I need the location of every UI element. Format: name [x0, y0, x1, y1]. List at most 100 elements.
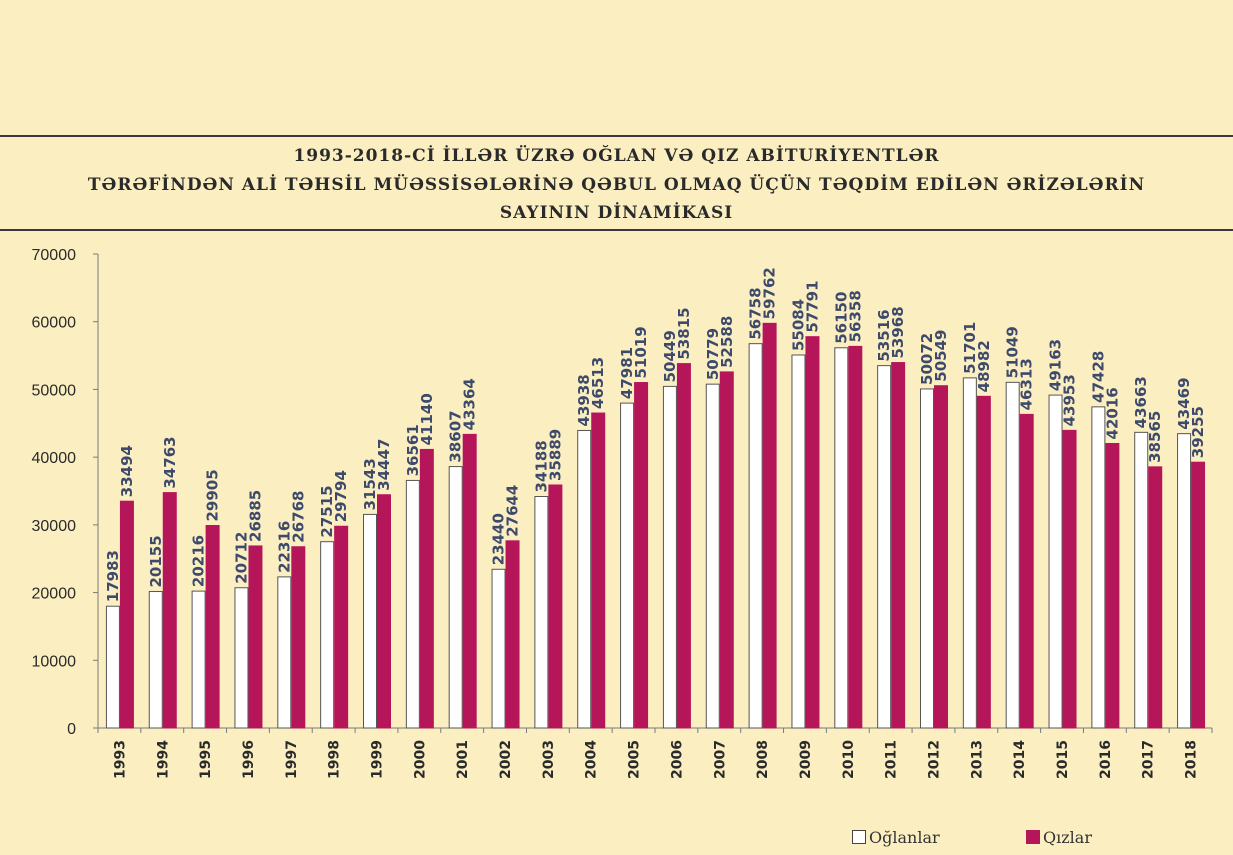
x-tick-label: 1995 [198, 740, 214, 779]
x-tick-label: 1998 [327, 740, 343, 779]
data-label-girls: 41140 [418, 393, 436, 445]
data-label-girls: 26768 [289, 491, 307, 543]
y-tick-label: 70000 [32, 247, 77, 264]
data-label-girls: 50549 [932, 330, 950, 382]
y-tick-label: 40000 [32, 450, 77, 467]
x-tick-label: 2008 [755, 740, 771, 779]
bar-girls [891, 362, 906, 729]
x-tick-label: 2014 [1012, 740, 1028, 779]
x-tick-label: 2004 [584, 740, 600, 779]
bar-boys [1177, 433, 1192, 729]
bar-girls [334, 525, 349, 729]
legend-boys-swatch [852, 830, 866, 844]
x-tick-label: 2002 [498, 740, 514, 779]
bar-boys [234, 587, 249, 729]
x-tick-label: 2010 [841, 740, 857, 779]
data-label-boys: 50072 [918, 333, 936, 385]
bar-girls [1105, 442, 1120, 729]
legend-girls-swatch [1026, 830, 1040, 844]
bar-girls [1191, 461, 1206, 729]
data-label-girls: 52588 [718, 316, 736, 368]
x-tick-label: 2013 [969, 740, 985, 779]
data-label-girls: 27644 [504, 485, 522, 537]
data-label-boys: 34188 [532, 440, 550, 492]
x-tick-label: 2009 [798, 740, 814, 779]
x-tick-label: 2001 [455, 740, 471, 779]
x-tick-label: 1999 [370, 740, 386, 779]
data-label-boys: 43469 [1175, 377, 1193, 429]
bar-boys [405, 479, 420, 729]
bar-girls [419, 448, 434, 729]
bar-boys [320, 541, 335, 729]
x-tick-label: 2016 [1098, 740, 1114, 779]
data-label-girls: 57791 [803, 280, 821, 332]
legend-boys: Oğlanlar [852, 826, 940, 848]
bar-boys [534, 495, 549, 729]
bar-boys [363, 513, 377, 729]
bar-boys [877, 365, 892, 729]
title-bottom-rule [0, 229, 1233, 231]
data-label-girls: 46513 [589, 357, 607, 409]
data-label-girls: 34763 [161, 436, 179, 488]
bar-boys [1134, 431, 1149, 729]
data-label-boys: 51049 [1004, 326, 1022, 378]
bar-girls [1148, 466, 1163, 729]
legend-boys-label: Oğlanlar [869, 827, 940, 847]
bar-girls [719, 371, 734, 729]
data-label-boys: 53516 [875, 309, 893, 361]
data-label-girls: 34447 [375, 439, 393, 491]
data-label-boys: 50449 [661, 330, 679, 382]
bar-boys [148, 591, 163, 729]
bar-boys [491, 568, 506, 729]
bar-girls [291, 546, 306, 729]
x-tick-label: 1997 [284, 740, 300, 779]
x-tick-label: 2011 [884, 740, 900, 779]
title-top-rule [0, 135, 1233, 137]
data-label-girls: 59762 [761, 267, 779, 319]
bar-girls [805, 336, 820, 729]
data-label-boys: 38607 [447, 410, 465, 462]
bar-girls [934, 385, 948, 729]
data-label-boys: 17983 [104, 550, 122, 602]
bar-boys [748, 343, 763, 729]
bar-boys [834, 347, 849, 729]
y-tick-label: 20000 [32, 586, 77, 603]
x-tick-label: 2012 [927, 740, 943, 779]
chart-title-line-3: SAYININ DİNAMİKASI [499, 203, 734, 223]
data-label-girls: 29905 [204, 469, 222, 521]
data-label-boys: 50779 [704, 328, 722, 380]
data-label-girls: 42016 [1103, 387, 1121, 439]
data-label-girls: 43364 [461, 378, 479, 430]
bar-boys [1091, 406, 1106, 729]
data-label-boys: 20155 [147, 535, 165, 587]
bar-boys [1005, 381, 1020, 729]
bar-boys [1048, 394, 1063, 729]
x-tick-label: 2015 [1055, 740, 1071, 779]
data-label-girls: 39255 [1189, 406, 1207, 458]
bar-boys [962, 377, 977, 729]
bar-girls [634, 382, 649, 729]
bar-boys [277, 576, 292, 729]
data-label-girls: 56358 [846, 290, 864, 342]
data-label-girls: 53815 [675, 307, 693, 359]
y-tick-label: 60000 [32, 315, 77, 332]
bar-girls [248, 545, 263, 729]
x-tick-label: 2000 [412, 740, 428, 779]
bar-girls [762, 322, 777, 729]
bar-boys [705, 383, 720, 729]
bar-girls [119, 500, 134, 729]
bar-boys [577, 429, 592, 729]
data-label-boys: 31543 [361, 458, 379, 510]
data-label-girls: 48982 [975, 340, 993, 392]
data-label-boys: 47981 [618, 347, 636, 399]
bar-boys [791, 354, 806, 729]
data-label-boys: 51701 [961, 322, 979, 374]
chart-title-line-2: TƏRƏFİNDƏN ALİ TƏHSİL MÜƏSSİSƏLƏRİNƏ QƏB… [87, 175, 1146, 195]
data-label-girls: 46313 [1018, 358, 1036, 410]
bar-girls [377, 494, 391, 729]
data-label-boys: 56150 [832, 292, 850, 344]
x-tick-label: 1994 [155, 740, 171, 779]
x-tick-label: 1996 [241, 740, 257, 779]
